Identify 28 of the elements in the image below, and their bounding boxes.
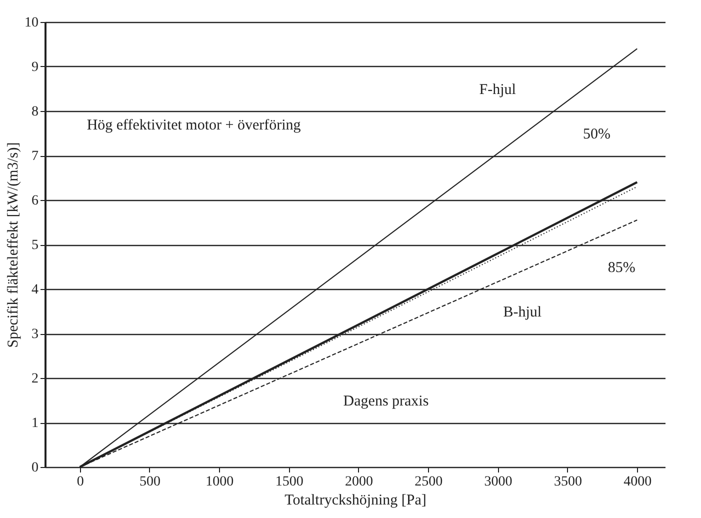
x-tick-label: 3000 <box>484 474 512 490</box>
x-tick-label: 0 <box>76 474 84 490</box>
x-tick-label: 1000 <box>206 474 234 490</box>
y-tick-label: 7 <box>32 149 38 164</box>
annotation: B-hjul <box>503 304 542 320</box>
x-tick-label: 1500 <box>275 474 304 490</box>
y-tick-label: 5 <box>32 238 38 253</box>
annotation: Dagens praxis <box>343 393 429 410</box>
y-tick-label: 6 <box>32 194 38 208</box>
annotation: Hög effektivitet motor + överföring <box>86 117 302 134</box>
y-tick-label: 0 <box>32 460 38 476</box>
y-tick-label: 8 <box>32 104 38 120</box>
annotation: 50% <box>583 126 611 142</box>
x-axis-title: Totaltryckshöjning [Pa] <box>284 492 426 508</box>
annotation: 85% <box>608 260 636 276</box>
x-tick-label: 2500 <box>414 474 443 490</box>
x-tick-label: 3500 <box>554 474 582 490</box>
x-tick-label: 500 <box>139 474 160 490</box>
y-tick-label: 2 <box>32 372 38 386</box>
x-tick-label: 2000 <box>344 474 373 490</box>
y-tick-label: 9 <box>32 60 38 75</box>
y-axis-title: Specifik fläkteleffekt [kW/(m3/s)] <box>6 142 22 348</box>
annotation: F-hjul <box>479 82 516 98</box>
y-tick-label: 1 <box>32 416 38 431</box>
y-tick-label: 4 <box>32 282 38 298</box>
y-tick-label: 3 <box>32 327 38 342</box>
y-tick-label: 10 <box>24 16 38 30</box>
x-tick-label: 4000 <box>624 474 652 490</box>
